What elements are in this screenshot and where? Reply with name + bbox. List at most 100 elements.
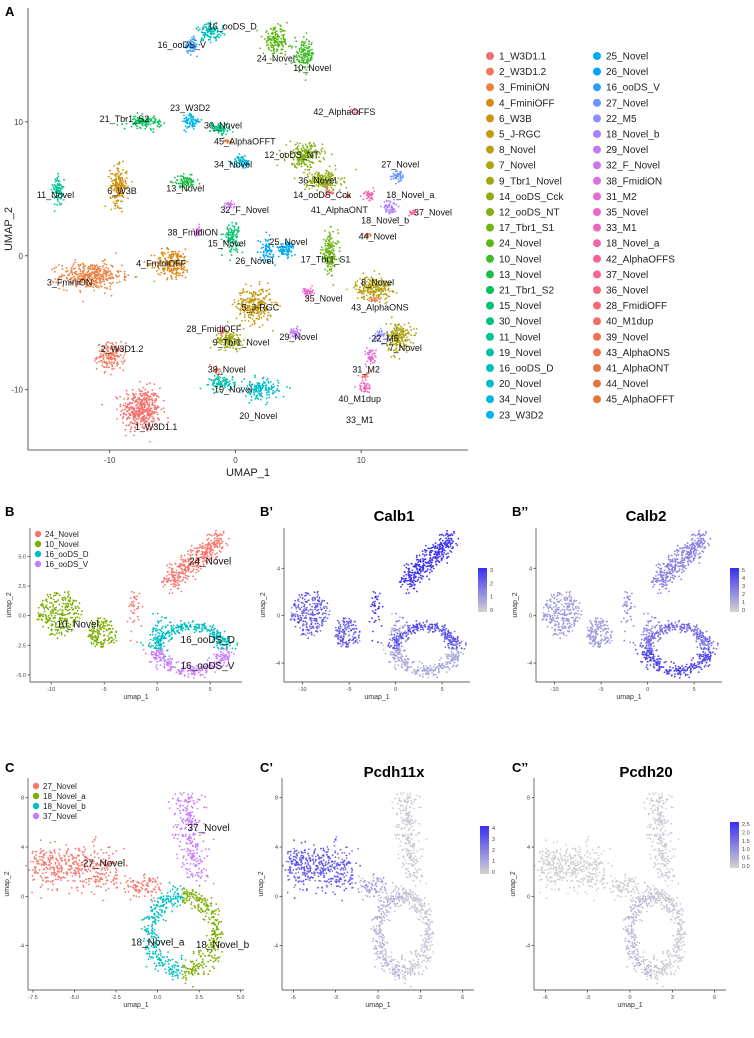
panel-a-point (268, 393, 271, 396)
panel-a-point (181, 180, 184, 183)
panel-a-point (241, 251, 244, 254)
panel-a-point (266, 378, 269, 380)
panel-a-point (304, 168, 307, 171)
panel-a-point (409, 212, 412, 215)
panel-a-point (196, 178, 199, 181)
panel-a-point (366, 298, 369, 301)
panel-a-point (230, 200, 233, 202)
panel-a-point (345, 186, 348, 189)
panel-a-point (289, 387, 291, 389)
panel-a-point (103, 262, 106, 265)
panel-a-point (109, 281, 111, 284)
panel-a-point (101, 273, 104, 276)
panel-a-point (164, 252, 167, 255)
panel-a-point (287, 251, 289, 253)
panel-a-point (258, 386, 260, 389)
panel-a-point (127, 416, 129, 419)
panel-a-point (176, 175, 179, 178)
panel-a-point (195, 27, 198, 30)
panel-a-point (392, 172, 395, 175)
panel-a-point (189, 177, 191, 180)
panel-a-point (147, 428, 150, 430)
panel-a-point (148, 397, 151, 399)
panel-a-point (281, 48, 284, 51)
panel-a-point (101, 403, 103, 406)
panel-a-point (401, 328, 403, 331)
panel-a-point (308, 59, 310, 62)
panel-a-point (111, 361, 113, 364)
panel-letter-c: C (5, 760, 15, 775)
panel-a-point (136, 403, 139, 406)
panel-a-point (102, 280, 104, 282)
panel-a-point (334, 164, 337, 167)
panel-a-point (231, 224, 234, 227)
panel-a-point (183, 117, 186, 120)
panel-a-point (300, 160, 303, 163)
panel-a-point (366, 375, 369, 378)
panel-a-point (142, 427, 145, 430)
panel-a-point (236, 307, 239, 309)
panel-a-point (160, 271, 163, 274)
panel-a-point (209, 38, 211, 41)
panel-a-point (281, 252, 284, 255)
panel-a-point (238, 292, 241, 294)
panel-a-point (288, 248, 291, 251)
panel-a-point (94, 280, 96, 282)
panel-b-point (192, 568, 195, 571)
panel-a-point (308, 168, 311, 171)
panel-a-point (146, 394, 149, 397)
panel-a-point (301, 144, 304, 147)
panel-a-point (292, 247, 295, 249)
panel-a-point (220, 233, 223, 236)
panel-a-point (395, 325, 397, 328)
panel-a-point (54, 178, 57, 181)
panel-a-point (298, 48, 301, 51)
panel-a-point (308, 40, 310, 43)
panel-a-point (156, 406, 159, 409)
panel-a-point (272, 329, 274, 332)
panel-a-point (179, 175, 182, 177)
panel-a-point (305, 73, 308, 76)
panel-a-point (306, 145, 308, 148)
panel-a-point (410, 213, 413, 216)
panel-a-point (250, 399, 253, 402)
panel-a-point (52, 186, 55, 188)
panel-a-point (220, 334, 223, 336)
panel-a-point (138, 398, 141, 401)
panel-a-point (143, 405, 146, 408)
panel-a-point (312, 142, 315, 145)
panel-a-point (115, 202, 118, 205)
panel-a-point (157, 123, 160, 126)
panel-a-point (363, 192, 366, 194)
panel-a-point (168, 254, 171, 257)
panel-a-point (353, 286, 355, 289)
panel-a-point (269, 381, 272, 383)
panel-a-point (98, 360, 100, 363)
panel-a-point (372, 349, 374, 352)
panel-a-point (388, 290, 391, 293)
panel-a-point (365, 384, 368, 387)
panel-a-point (191, 125, 194, 128)
panel-a-point (153, 410, 156, 413)
panel-a-point (325, 248, 328, 251)
panel-a-point (117, 199, 120, 202)
panel-a-point (329, 225, 332, 228)
panel-a-point (152, 418, 154, 420)
panel-a-point (310, 166, 313, 169)
panel-a-point (326, 273, 329, 276)
panel-a-point (251, 318, 254, 320)
panel-a-point (322, 248, 324, 251)
panel-a-point (401, 174, 404, 176)
panel-a-point (95, 367, 98, 370)
panel-a-point (125, 182, 127, 185)
panel-a-point (147, 407, 150, 409)
panel-a-point (212, 36, 215, 38)
panel-a-point (401, 333, 403, 336)
panel-a-point (158, 120, 161, 123)
panel-a-point (97, 285, 100, 287)
panel-a-point (404, 339, 406, 341)
panel-a-point (264, 38, 266, 40)
panel-a-point (220, 381, 223, 383)
panel-a-point (261, 324, 264, 327)
panel-a-point (155, 408, 158, 410)
